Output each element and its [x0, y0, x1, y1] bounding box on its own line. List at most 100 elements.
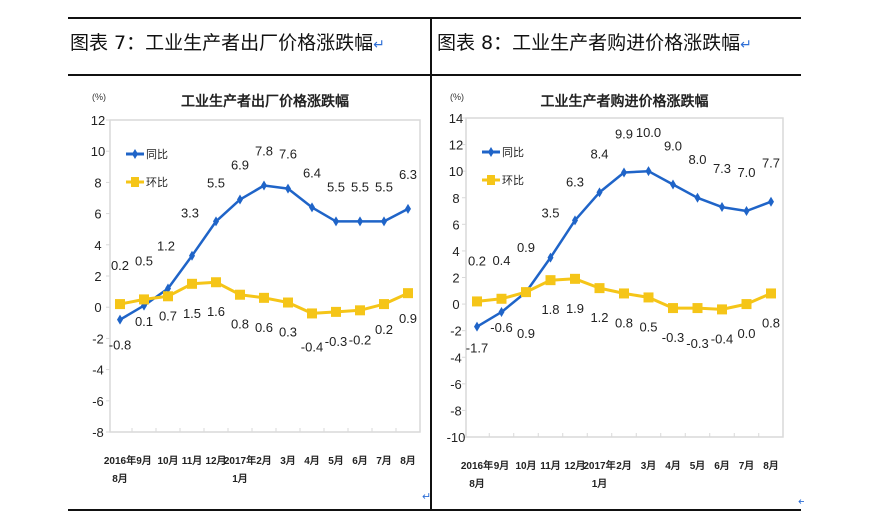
data-point-mom	[643, 292, 654, 303]
data-point-mom	[115, 299, 125, 310]
data-point-mom	[355, 305, 365, 316]
data-label-mom: 1.2	[590, 310, 608, 325]
data-label-mom: 0.0	[737, 326, 755, 341]
x-tick-label: 8月	[469, 478, 485, 490]
data-point-yoy	[333, 216, 339, 227]
caption-text: 图表 7：工业生产者出厂价格涨跌幅	[70, 32, 374, 54]
data-point-yoy	[357, 216, 363, 227]
y-tick-label: 12	[91, 113, 105, 128]
data-point-mom	[307, 308, 317, 319]
chart-title: 工业生产者购进价格涨跌幅	[541, 93, 709, 109]
data-label-yoy: 0.9	[517, 326, 535, 341]
data-label-yoy: 7.8	[255, 144, 273, 159]
data-point-yoy	[670, 179, 676, 190]
data-label-yoy: 10.0	[636, 125, 661, 140]
data-label-mom: 0.8	[762, 315, 780, 330]
y-tick-label: -4	[450, 350, 462, 365]
data-point-mom	[379, 299, 389, 310]
data-label-yoy: 5.5	[327, 179, 345, 194]
y-tick-label: 10	[449, 164, 463, 179]
data-label-mom: 1.8	[541, 302, 559, 317]
data-point-yoy	[405, 203, 411, 214]
y-tick-label: 6	[452, 217, 459, 232]
data-label-mom: -0.3	[686, 336, 708, 351]
x-tick-label: 9月	[494, 460, 510, 472]
data-label-yoy: 5.5	[351, 179, 369, 194]
x-tick-label: 10月	[157, 455, 178, 467]
chart-purchase-price: 工业生产者购进价格涨跌幅 (%) 14 12 10 8 6 4 2 0 -2 -4 -6 -8 -10 201…	[447, 92, 804, 508]
x-tick-label: 5月	[690, 460, 706, 472]
x-tick-label: 2月	[256, 455, 272, 467]
data-point-yoy	[547, 252, 554, 263]
data-point-mom	[331, 306, 341, 317]
data-point-mom	[259, 292, 269, 303]
data-point-yoy	[645, 166, 652, 177]
y-tick-label: -8	[450, 403, 462, 418]
y-tick-label: 0	[94, 300, 101, 315]
data-label-mom: 0.8	[615, 315, 633, 330]
data-point-mom	[521, 287, 531, 298]
chart-factory-price: 工业生产者出厂价格涨跌幅 (%) 12 10 8 6 4 2 0 -2 -4 -6 -8 2016年 8月 9…	[91, 92, 430, 503]
x-tick-label: 6月	[352, 455, 368, 467]
data-label-mom: -0.3	[662, 330, 684, 345]
data-point-mom	[766, 288, 776, 299]
caption-text: 图表 8：工业生产者购进价格涨跌幅	[437, 32, 741, 54]
x-tick-label: 9月	[136, 455, 152, 467]
data-point-yoy	[474, 321, 480, 332]
caption-figure-7: 图表 7：工业生产者出厂价格涨跌幅↵	[70, 28, 385, 55]
data-label-yoy: 7.0	[737, 165, 755, 180]
data-point-yoy	[621, 167, 627, 178]
data-label-mom: 1.9	[566, 301, 584, 316]
data-point-mom	[211, 277, 221, 288]
data-label-yoy: 1.2	[157, 238, 175, 253]
data-point-yoy	[165, 283, 171, 294]
return-mark-icon: ↵	[422, 491, 430, 503]
data-point-yoy	[572, 215, 578, 226]
x-tick-label: 2月	[616, 460, 632, 472]
x-tick-label: 4月	[665, 460, 681, 472]
data-label-mom: 1.5	[183, 306, 201, 321]
data-label-mom: 1.6	[207, 304, 225, 319]
data-point-mom	[163, 291, 173, 302]
y-tick-label: -8	[92, 425, 104, 440]
data-label-yoy: 6.3	[399, 167, 417, 182]
x-tick-label: 8月	[112, 473, 128, 485]
data-label-mom: 0.2	[111, 258, 129, 273]
data-point-yoy	[381, 216, 387, 227]
data-label-yoy: 5.5	[375, 179, 393, 194]
data-label-mom: 0.9	[517, 240, 535, 255]
y-tick-label: 4	[452, 244, 459, 259]
legend-label-mom: 环比	[146, 176, 168, 189]
data-label-yoy: 5.5	[207, 175, 225, 190]
legend-marker-mom	[487, 175, 495, 185]
data-point-mom	[717, 304, 727, 315]
data-point-mom	[235, 289, 245, 300]
data-label-mom: 0.2	[375, 322, 393, 337]
data-label-yoy: 0.1	[135, 314, 153, 329]
data-label-mom: 0.5	[135, 253, 153, 268]
legend-marker-yoy	[132, 149, 138, 159]
chart-title: 工业生产者出厂价格涨跌幅	[181, 93, 349, 109]
y-tick-label: 14	[449, 111, 463, 126]
return-mark-icon: ↵	[373, 37, 385, 53]
legend-marker-yoy	[488, 147, 494, 157]
x-tick-label: 2017年	[583, 459, 615, 472]
data-label-mom: 0.6	[255, 320, 273, 335]
caption-figure-8: 图表 8：工业生产者购进价格涨跌幅↵	[437, 28, 752, 55]
data-point-mom	[619, 288, 629, 299]
y-tick-label: 8	[94, 175, 101, 190]
data-point-yoy	[213, 216, 219, 227]
data-label-yoy: 7.6	[279, 147, 297, 162]
data-label-yoy: 8.4	[590, 146, 608, 161]
data-point-yoy	[261, 180, 267, 191]
data-label-yoy: 3.5	[541, 206, 559, 221]
data-point-yoy	[498, 307, 505, 318]
data-point-yoy	[694, 192, 701, 203]
data-point-mom	[403, 288, 413, 299]
legend-label-yoy: 同比	[146, 148, 168, 161]
x-tick-label: 2016年	[104, 454, 136, 467]
data-label-mom: -0.4	[711, 331, 733, 346]
x-tick-label: 11月	[182, 455, 203, 467]
data-point-yoy	[117, 314, 123, 325]
data-point-mom	[496, 293, 507, 304]
